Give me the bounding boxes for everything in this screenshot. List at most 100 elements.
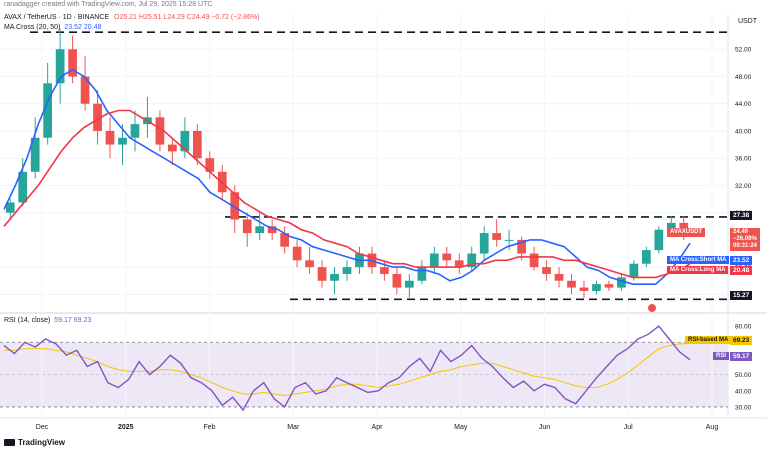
candle-body — [567, 280, 576, 288]
rsi-ma-name: RSI-based MA — [685, 336, 732, 344]
time-tick-label: 2025 — [118, 424, 134, 431]
candle-body — [342, 267, 352, 274]
rsi-band-group — [0, 341, 728, 408]
tradingview-logo-icon — [4, 439, 15, 446]
credit-line: ranadagger created with TradingView.com,… — [4, 1, 213, 8]
candle-body — [429, 253, 439, 268]
short-ma-name: MA Cross:Short MA — [667, 256, 730, 264]
candle-body — [267, 226, 277, 234]
rsi-line — [3, 325, 691, 412]
last-price-countdown: 08:31:24 — [733, 243, 758, 249]
time-axis[interactable]: Dec 2025 Feb Mar Apr May Jun Jul Aug — [36, 424, 719, 431]
price-tick-label: 40.00 — [735, 128, 752, 135]
ohlc-values: O25.21 H25.51 L24.29 C24.49 −0.72 (−2.86… — [113, 14, 260, 21]
symbol-line: AVAX / TetherUS · 1D · BINANCE O25.21 H2… — [4, 14, 260, 21]
candle-body — [5, 202, 15, 213]
tradingview-brand: TradingView — [18, 438, 65, 447]
candle-body — [380, 267, 389, 274]
candle-body — [255, 226, 265, 234]
candle-body — [18, 171, 28, 203]
candle-body — [168, 144, 177, 152]
grid — [0, 14, 728, 418]
candle-body — [454, 260, 464, 268]
candle-body — [592, 284, 601, 291]
rsi-tick-label: 40.00 — [735, 388, 752, 395]
candle-body — [205, 158, 215, 172]
candle-body — [130, 124, 140, 138]
moving-averages — [3, 68, 691, 285]
candle-body — [542, 267, 551, 274]
candle-body — [292, 246, 302, 261]
rsi-tick-label: 80.00 — [735, 324, 752, 331]
candle-body — [180, 130, 190, 152]
time-tick-label: May — [454, 424, 468, 431]
long-ma-name: MA Cross:Long MA — [667, 266, 729, 274]
candle-body — [404, 280, 414, 288]
horizontal-levels — [30, 31, 728, 301]
candle-body — [280, 233, 290, 247]
candle-body — [517, 239, 526, 254]
candle-body — [30, 137, 40, 172]
candle-body — [305, 260, 314, 268]
candle-body — [242, 219, 252, 234]
ma-legend[interactable]: MA Cross (20, 50) 23.52 20.48 — [4, 24, 101, 31]
candle-body — [417, 267, 427, 281]
short-ma-value: 23.52 — [730, 256, 753, 265]
candle-body — [192, 130, 202, 159]
rsi-value: 59.17 — [730, 352, 753, 361]
rsi-ma-value: 69.23 — [730, 336, 753, 345]
last-price-change: −26.08% — [733, 236, 757, 242]
last-price-box: 24.49 −26.08% 08:31:24 — [730, 228, 761, 251]
candle-body — [330, 273, 339, 281]
candle-body — [43, 83, 53, 138]
rsi-legend-values: 59.17 69.23 — [54, 317, 92, 324]
candle-body — [467, 253, 477, 268]
candle-body — [504, 239, 514, 241]
candle-body — [442, 253, 452, 261]
price-tick-label: 44.00 — [735, 101, 752, 108]
candle-body — [392, 273, 402, 288]
candle-body — [629, 263, 639, 278]
candle-body — [80, 76, 90, 104]
symbol-title[interactable]: AVAX / TetherUS · 1D · BINANCE — [4, 14, 110, 21]
rsi-legend-label: RSI (14, close) — [4, 317, 51, 324]
tradingview-logo[interactable]: TradingView — [4, 438, 65, 447]
candle-body — [68, 49, 77, 77]
rsi-tick-label: 50.00 — [735, 372, 752, 379]
candle-body — [155, 117, 165, 145]
rsi-legend[interactable]: RSI (14, close) 59.17 69.23 — [4, 317, 91, 324]
main-pane[interactable] — [0, 14, 728, 311]
price-tick-label: 48.00 — [735, 74, 752, 81]
candle-body — [118, 137, 127, 145]
time-tick-label: Feb — [203, 424, 215, 431]
time-tick-label: Dec — [36, 424, 49, 431]
short-ma-line — [3, 68, 691, 285]
rsi-ma-line — [4, 343, 691, 397]
currency-label: USDT — [737, 18, 757, 25]
candle-body — [492, 233, 502, 240]
rsi-name: RSI — [713, 352, 730, 360]
candle-body — [579, 287, 589, 291]
candle-body — [554, 273, 564, 281]
candle-body — [55, 49, 65, 84]
ma-legend-values: 23.52 20.48 — [64, 24, 102, 31]
time-tick-label: Aug — [706, 424, 719, 431]
price-tick-label: 32.00 — [735, 183, 752, 190]
time-tick-label: Mar — [287, 424, 300, 431]
price-tick-label: 36.00 — [735, 156, 752, 163]
price-tick-label: 52.00 — [735, 47, 752, 54]
support-level-label: 15.27 — [730, 291, 753, 300]
candle-body — [666, 222, 676, 230]
candle-body — [529, 253, 539, 268]
candle-body — [654, 229, 664, 251]
long-ma-line — [3, 109, 691, 279]
candle-body — [617, 277, 626, 288]
last-price-symbol: AVAXUSDT — [667, 228, 706, 237]
candle-body — [105, 130, 115, 145]
alert-icon[interactable] — [648, 304, 656, 312]
candle-body — [317, 267, 327, 281]
ma-legend-label: MA Cross (20, 50) — [4, 24, 61, 31]
candle-body — [479, 233, 489, 254]
rsi-tick-label: 30.00 — [735, 404, 752, 411]
